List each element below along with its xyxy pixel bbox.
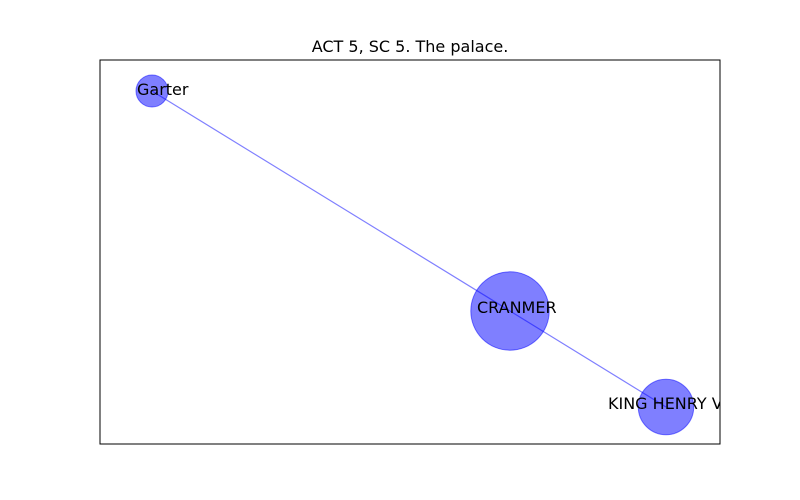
node-label-king-henry: KING HENRY VIII: [608, 394, 737, 413]
edges-layer: [151, 90, 667, 408]
node-label-garter: Garter: [137, 80, 189, 99]
edge-garter-cranmer: [151, 90, 511, 312]
axes-frame: [99, 59, 721, 445]
node-label-cranmer: CRANMER: [477, 298, 557, 317]
node-king-henry: [637, 378, 695, 436]
node-garter: [135, 74, 169, 108]
nodes-layer: [135, 74, 695, 436]
labels-layer: Garter CRANMER KING HENRY VIII: [137, 80, 737, 413]
node-cranmer: [470, 271, 550, 351]
figure-title: ACT 5, SC 5. The palace.: [312, 37, 509, 56]
plot-area: Garter CRANMER KING HENRY VIII: [135, 74, 737, 436]
